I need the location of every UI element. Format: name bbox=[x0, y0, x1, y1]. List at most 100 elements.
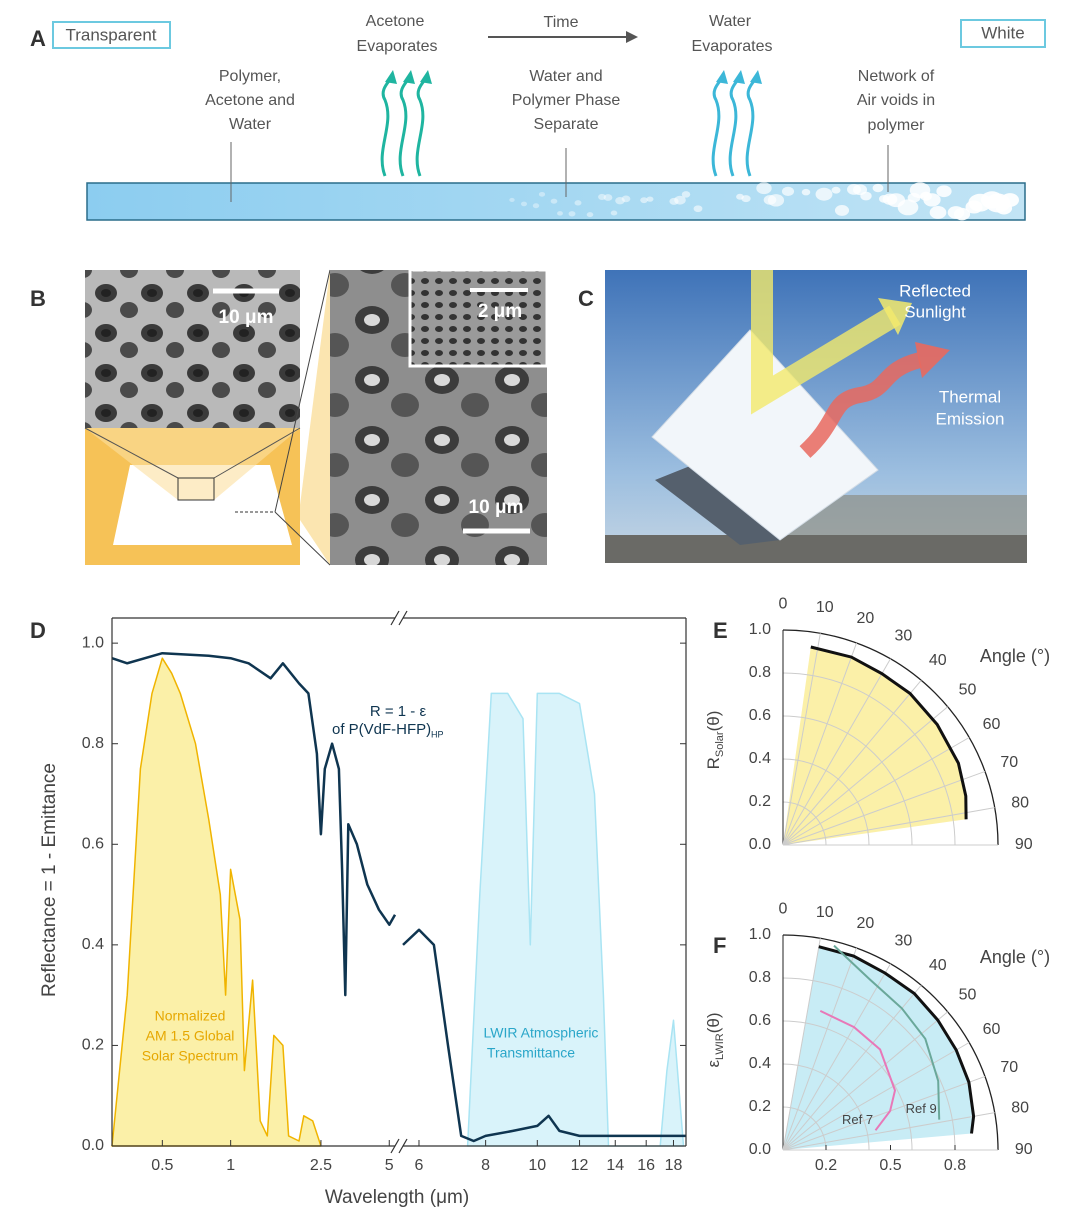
angle-tick-label: 70 bbox=[1000, 754, 1018, 771]
air-void bbox=[568, 211, 576, 217]
stage-text: Polymer Phase bbox=[512, 92, 621, 109]
curve-label: Ref 9 bbox=[906, 1101, 937, 1116]
air-void bbox=[923, 193, 941, 207]
annotation: AM 1.5 Global bbox=[146, 1028, 235, 1044]
air-void bbox=[929, 206, 947, 219]
panel-e: E RSolar(θ) Angle (°) 0.0 0.2 0.4 0.6 0.8 1.0… bbox=[704, 595, 1050, 853]
grid-line bbox=[782, 633, 821, 846]
photo-label: Thermal bbox=[939, 387, 1001, 406]
r-tick-label: 0.0 bbox=[749, 1141, 771, 1158]
area bbox=[111, 657, 322, 1147]
y-tick-label: 0.4 bbox=[82, 936, 104, 953]
arrow-head bbox=[716, 70, 728, 84]
arrow-head bbox=[750, 70, 762, 84]
roof bbox=[605, 535, 1027, 563]
r-tick-label: 0.0 bbox=[749, 836, 771, 853]
panel-f: F εLWIR(θ) Angle (°) 0.0 0.2 0.4 0.6 0.8 1.0 0… bbox=[704, 900, 1050, 1174]
air-void bbox=[801, 188, 811, 196]
angle-label: Angle (°) bbox=[980, 947, 1050, 967]
air-void bbox=[815, 187, 833, 201]
air-void bbox=[640, 197, 648, 204]
panel-d: D Reflectance = 1 - Emittance Wavelength… bbox=[30, 610, 687, 1208]
angle-tick-label: 80 bbox=[1011, 794, 1029, 811]
grid-line bbox=[782, 679, 922, 846]
wave-arrow bbox=[415, 77, 428, 177]
zoom-box bbox=[177, 477, 215, 501]
r-tick-label: 0.4 bbox=[749, 1055, 771, 1072]
voids bbox=[509, 182, 1019, 221]
air-void bbox=[781, 186, 795, 197]
grid-line bbox=[782, 984, 922, 1151]
air-void bbox=[586, 212, 594, 218]
angle-tick-label: 20 bbox=[856, 915, 874, 932]
stage-text: polymer bbox=[868, 117, 926, 134]
air-void bbox=[872, 183, 884, 193]
label-tail: (θ) bbox=[704, 1012, 723, 1033]
grid-line bbox=[782, 963, 891, 1151]
r-tick-label: 1.0 bbox=[749, 926, 771, 943]
y-tick-label: 0.0 bbox=[82, 1137, 104, 1154]
r-tick-label: 0.6 bbox=[749, 1012, 771, 1029]
photo-label: Reflected bbox=[899, 281, 971, 300]
panel-label: D bbox=[30, 618, 46, 643]
air-void bbox=[550, 198, 558, 204]
grid-line bbox=[782, 938, 821, 1151]
grid-arc bbox=[782, 977, 956, 1151]
stage-text: Separate bbox=[534, 116, 599, 133]
zoom-line bbox=[213, 427, 301, 479]
angle-label: Angle (°) bbox=[980, 646, 1050, 666]
label-main: R bbox=[704, 757, 723, 769]
angle-tick-label: 70 bbox=[1000, 1059, 1018, 1076]
angle-tick-label: 60 bbox=[983, 1021, 1001, 1038]
x-tick-label: 0.5 bbox=[879, 1157, 901, 1174]
curve bbox=[833, 944, 941, 1120]
line bbox=[111, 651, 686, 1143]
tag-box bbox=[960, 19, 1046, 48]
grid-arc bbox=[782, 1020, 913, 1151]
arrow-head bbox=[733, 70, 745, 84]
label-tail: (θ) bbox=[704, 711, 723, 732]
evaporation-arrows bbox=[380, 70, 762, 177]
stage-text: Acetone and bbox=[205, 92, 295, 109]
air-void bbox=[897, 199, 919, 216]
label-main: ε bbox=[704, 1060, 723, 1068]
y-tick-label: 1.0 bbox=[82, 634, 104, 651]
grid-line bbox=[782, 807, 995, 846]
air-void bbox=[557, 211, 563, 216]
air-void bbox=[538, 191, 546, 197]
arrow-head bbox=[420, 70, 432, 84]
air-void bbox=[598, 193, 606, 200]
evap-text: Evaporates bbox=[692, 38, 773, 55]
grid-line bbox=[782, 706, 949, 846]
stage-text: Network of bbox=[858, 68, 935, 85]
air-void bbox=[520, 201, 528, 207]
grid-line bbox=[782, 1112, 995, 1151]
axis-break bbox=[390, 610, 400, 626]
x-tick-label: 12 bbox=[571, 1157, 589, 1174]
grid-arc bbox=[782, 758, 870, 846]
air-void bbox=[1001, 193, 1019, 207]
x-tick-label: 18 bbox=[665, 1157, 683, 1174]
sample bbox=[651, 329, 879, 541]
angle-tick-label: 40 bbox=[929, 957, 947, 974]
angle-tick-label: 50 bbox=[959, 986, 977, 1003]
annotation: of P(VdF-HFP) bbox=[332, 721, 431, 738]
panel-a: A Transparent White Acetone Evaporates T… bbox=[30, 13, 1046, 221]
wave-arrow bbox=[380, 77, 393, 177]
axis-break bbox=[390, 1138, 400, 1154]
x-tick-label: 8 bbox=[481, 1157, 490, 1174]
grid-line bbox=[782, 642, 858, 846]
sem-inset bbox=[408, 268, 549, 368]
zoom-line bbox=[274, 511, 331, 566]
angle-tick-label: 30 bbox=[895, 628, 913, 645]
angle-tick-label: 20 bbox=[856, 610, 874, 627]
x-tick-label: 16 bbox=[637, 1157, 655, 1174]
grid-line bbox=[782, 737, 970, 846]
r-tick-label: 0.4 bbox=[749, 750, 771, 767]
angle-tick-label: 80 bbox=[1011, 1099, 1029, 1116]
grid-line bbox=[782, 770, 986, 846]
r-tick-label: 0.2 bbox=[749, 793, 771, 810]
arrow-head bbox=[385, 70, 397, 84]
air-void bbox=[860, 191, 872, 201]
air-void bbox=[741, 195, 751, 203]
